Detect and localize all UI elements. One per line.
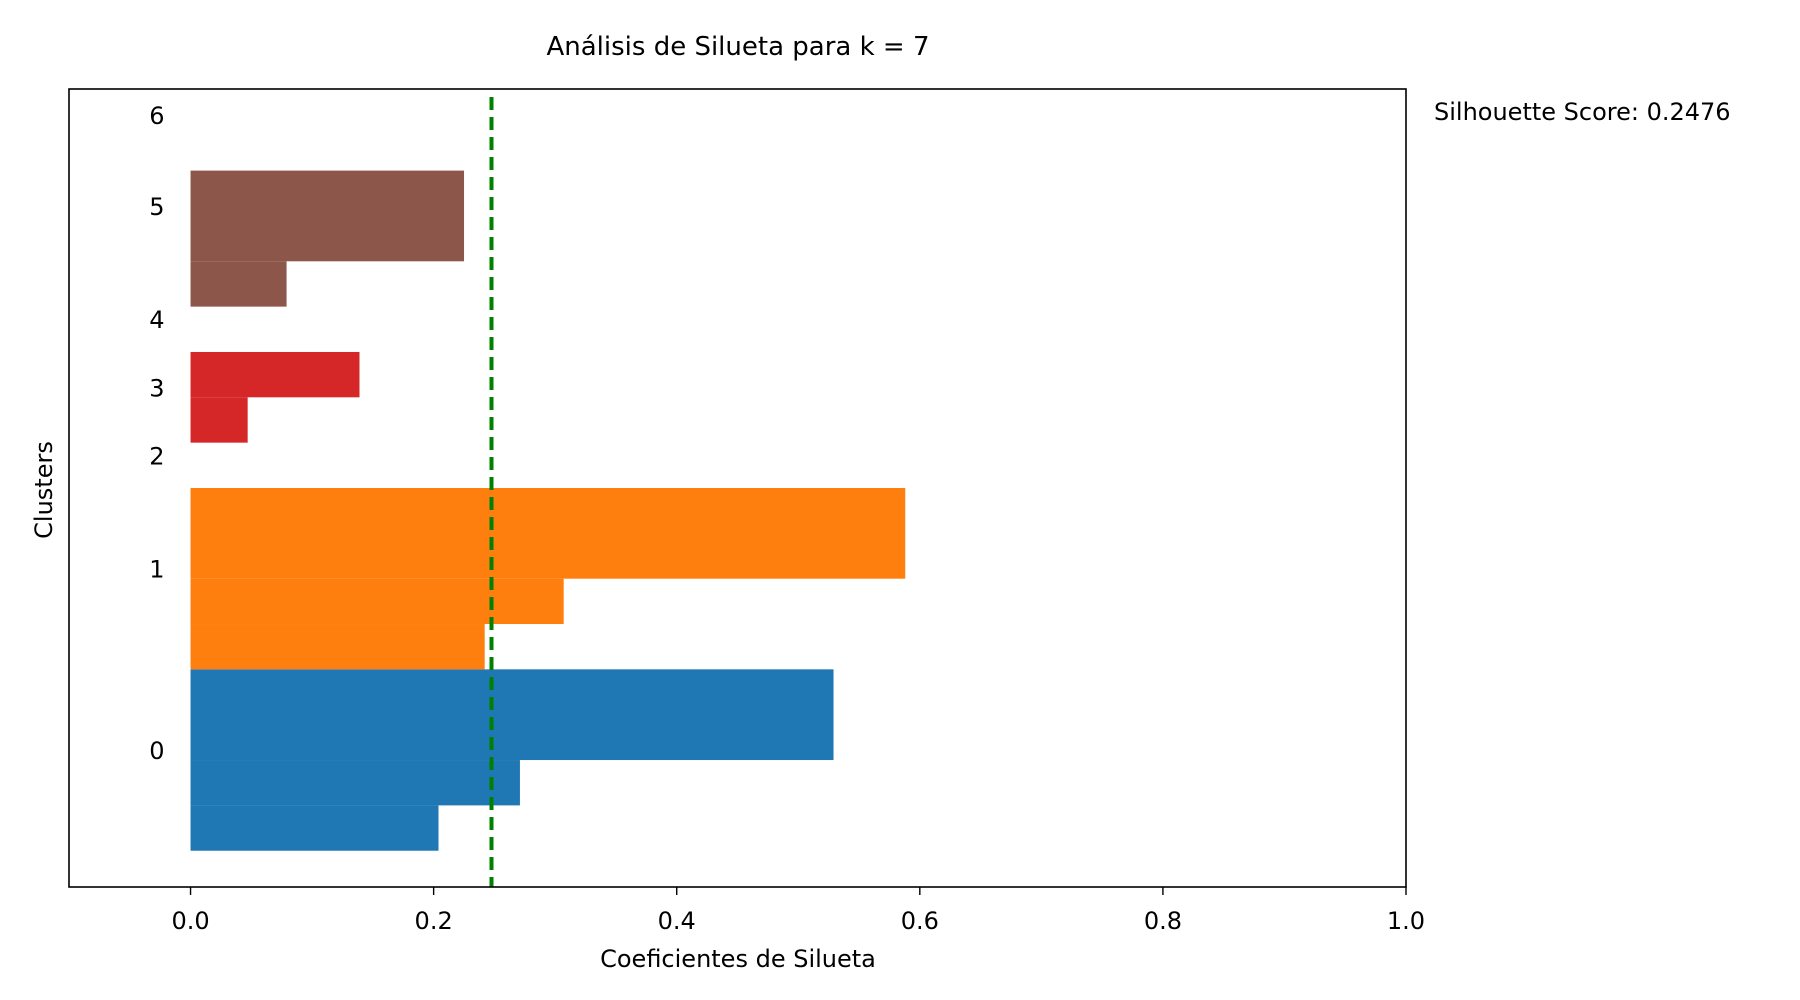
cluster-0-bar-2 bbox=[190, 669, 834, 761]
cluster-label-0: 0 bbox=[149, 737, 164, 765]
x-tick-label-1: 0.2 bbox=[415, 907, 453, 935]
cluster-label-2: 2 bbox=[149, 442, 164, 470]
cluster-1-bar-0 bbox=[190, 624, 485, 670]
cluster-label-4: 4 bbox=[149, 306, 164, 334]
plot-frame bbox=[68, 88, 1407, 888]
x-tick-label-2: 0.4 bbox=[658, 907, 696, 935]
cluster-label-6: 6 bbox=[149, 102, 164, 130]
cluster-labels: 0 1 2 3 4 5 6 bbox=[149, 102, 164, 765]
y-axis-label: Clusters bbox=[30, 441, 58, 539]
cluster-1-bar-2 bbox=[190, 488, 906, 579]
x-tick-label-4: 0.8 bbox=[1144, 907, 1182, 935]
cluster-4-bar-0 bbox=[190, 261, 287, 307]
cluster-label-1: 1 bbox=[149, 556, 164, 584]
cluster-5-bar-0 bbox=[190, 170, 465, 262]
cluster-2-bar-0 bbox=[190, 397, 248, 443]
x-axis-ticks: 0.0 0.2 0.4 0.6 0.8 1.0 bbox=[171, 887, 1425, 935]
cluster-label-3: 3 bbox=[149, 374, 164, 402]
silhouette-score-annotation: Silhouette Score: 0.2476 bbox=[1434, 98, 1731, 126]
cluster-3-bar-0 bbox=[190, 351, 360, 398]
x-axis-label: Coeficientes de Silueta bbox=[600, 945, 876, 973]
cluster-0-bar-1 bbox=[190, 760, 520, 806]
silhouette-bars bbox=[190, 170, 906, 851]
cluster-1-bar-1 bbox=[190, 578, 564, 625]
cluster-label-5: 5 bbox=[149, 193, 164, 221]
cluster-0-bar-0 bbox=[190, 805, 439, 851]
x-tick-label-5: 1.0 bbox=[1387, 907, 1425, 935]
chart-title: Análisis de Silueta para k = 7 bbox=[546, 32, 929, 62]
x-tick-label-0: 0.0 bbox=[171, 907, 209, 935]
x-tick-label-3: 0.6 bbox=[901, 907, 939, 935]
